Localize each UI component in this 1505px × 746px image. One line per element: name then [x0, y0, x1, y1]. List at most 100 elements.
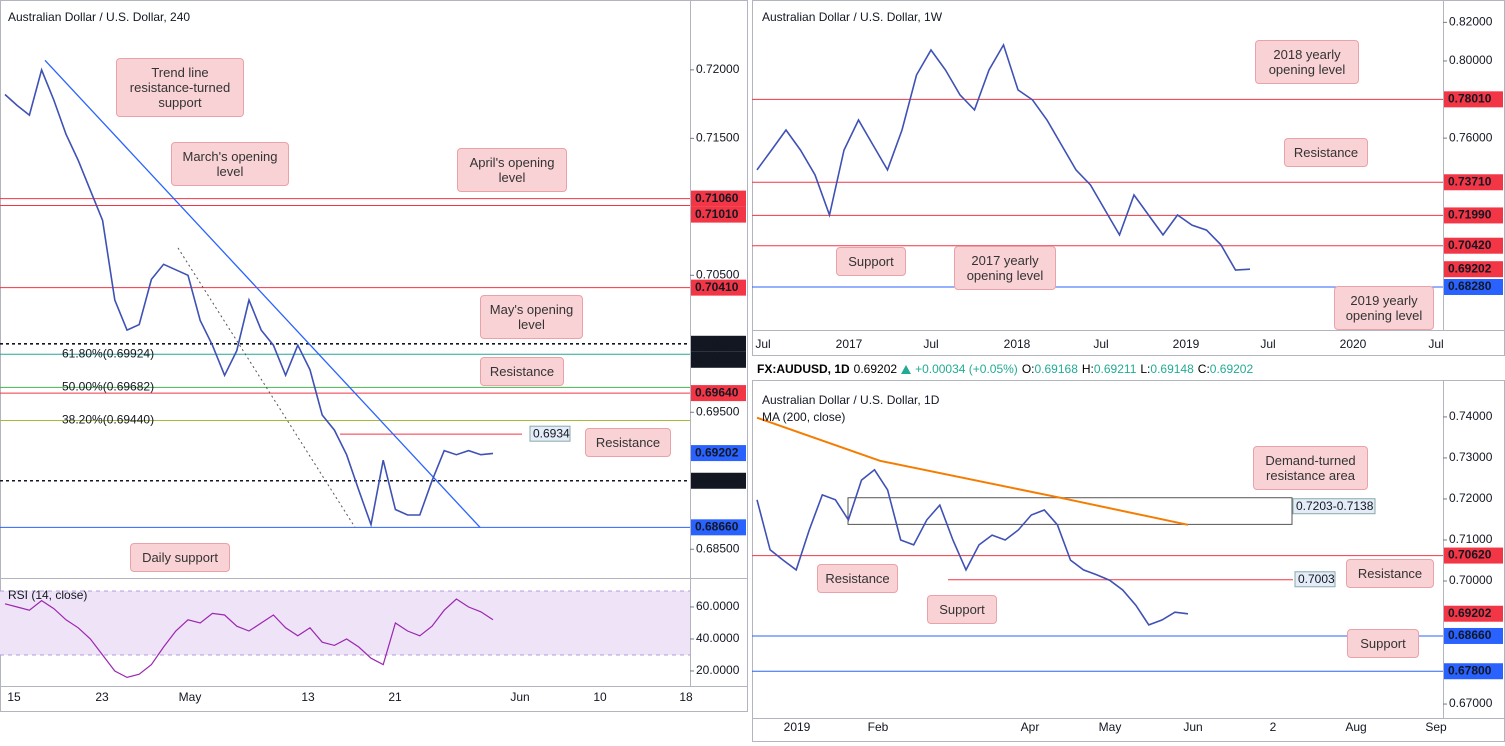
- annotation-text: Daily support: [142, 550, 218, 565]
- y-tick-label: 0.67000: [1449, 696, 1493, 710]
- up-arrow: [901, 365, 912, 374]
- y-tick-label: 0.71500: [696, 131, 740, 145]
- level-label-bg: [691, 190, 746, 207]
- annotation: March's opening level: [171, 142, 289, 186]
- level-label-bg: [1444, 237, 1503, 254]
- x-tick-label: Apr: [1021, 720, 1040, 734]
- segment-label-bg: [529, 425, 571, 442]
- annotation: Support: [836, 247, 906, 276]
- price-line: [4, 67, 494, 528]
- last-price: 0.69202: [853, 362, 898, 376]
- x-tick-label: 2: [1270, 720, 1277, 734]
- level-label: 0.70410: [695, 280, 739, 294]
- annotation-text: Resistance: [489, 364, 555, 379]
- annotation: May's opening level: [480, 295, 583, 339]
- y-tick-label: 0.76000: [1449, 130, 1493, 144]
- x-tick-label: May: [179, 690, 202, 704]
- y-tick-label: 0.69500: [696, 404, 740, 418]
- change: +0.00034 (+0.05%): [915, 362, 1018, 376]
- annotation-text: April's opening level: [469, 155, 555, 185]
- x-tick-label: 2019: [784, 720, 811, 734]
- annotation: Resistance: [585, 428, 671, 457]
- moving-average: [756, 416, 1189, 526]
- x-tick-label: Sep: [1425, 720, 1447, 734]
- level-label-bg: [691, 206, 746, 223]
- x-tick-label: 21: [388, 690, 402, 704]
- x-tick-label: Jul: [1260, 337, 1275, 351]
- y-tick-label: 0.70500: [696, 267, 740, 281]
- level-label-bg: [1444, 278, 1503, 295]
- level-label: 0.71010: [695, 207, 739, 221]
- x-tick-label: 2017: [836, 337, 863, 351]
- ohlc-value: 0.69202: [1209, 362, 1254, 376]
- level-label-bg: [691, 351, 746, 368]
- y-tick-label: 0.80000: [1449, 53, 1493, 67]
- annotation-text: Resistance: [1293, 145, 1359, 160]
- annotation-text: March's opening level: [182, 149, 278, 179]
- zone: [847, 497, 1293, 525]
- annotation-text: 2017 yearly opening level: [966, 253, 1044, 283]
- level-label: 0.71060: [695, 191, 739, 205]
- rsi-title: RSI (14, close): [8, 588, 87, 602]
- y-tick-label: 0.73000: [1449, 450, 1493, 464]
- level-label: 0.70420: [1448, 238, 1492, 252]
- annotation-text: Resistance: [595, 435, 661, 450]
- fib-label: 61.80%(0.69924): [62, 346, 154, 360]
- annotation-text: May's opening level: [489, 302, 574, 332]
- ohlc-value: 0.69148: [1150, 362, 1194, 376]
- symbol-header: FX:AUDUSD, 1D 0.69202 +0.00034 (+0.05%) O:0…: [757, 362, 1257, 376]
- annotation: 2019 yearly opening level: [1334, 286, 1434, 330]
- level-label: 0.78010: [1448, 91, 1492, 105]
- level-label: 0.69202: [695, 445, 739, 459]
- annotation: 2017 yearly opening level: [954, 246, 1056, 290]
- y-tick-label: 0.72000: [1449, 491, 1493, 505]
- y-tick-label: 0.71000: [1449, 532, 1493, 546]
- chart-title: Australian Dollar / U.S. Dollar, 1W: [762, 10, 943, 24]
- annotation-text: 2018 yearly opening level: [1268, 47, 1346, 77]
- level-label: 0.70000: [695, 336, 739, 350]
- level-label-bg: [691, 279, 746, 296]
- level-label-bg: [1444, 627, 1503, 644]
- annotation-text: Support: [848, 254, 894, 269]
- annotation-text: Support: [939, 602, 985, 617]
- level-label: 0.69202: [1448, 261, 1492, 275]
- price-line: [756, 468, 1189, 626]
- annotation: 2018 yearly opening level: [1255, 40, 1359, 84]
- level-label: 0.70620: [1448, 548, 1492, 562]
- x-tick-label: 2018: [1004, 337, 1031, 351]
- annotation: Daily support: [130, 543, 230, 572]
- x-tick-label: 2020: [1340, 337, 1367, 351]
- x-tick-label: Jun: [510, 690, 529, 704]
- ohlc-value: 0.69168: [1034, 362, 1078, 376]
- fib-label: 50.00%(0.69682): [62, 380, 154, 394]
- x-tick-label: 13: [301, 690, 315, 704]
- x-tick-label: 23: [95, 690, 109, 704]
- ohlc-label: O:: [1021, 362, 1035, 376]
- annotation: April's opening level: [457, 148, 567, 192]
- level-label: 0.67800: [1448, 663, 1492, 677]
- level-label: 0.68660: [1448, 628, 1492, 642]
- annotation: Resistance: [480, 357, 564, 386]
- x-tick-label: 15: [7, 690, 21, 704]
- x-tick-label: 2019: [1173, 337, 1200, 351]
- price-line: [756, 42, 1251, 271]
- rsi-band: [0, 590, 690, 655]
- x-tick-label: Jul: [923, 337, 938, 351]
- annotation-text: Trend line resistance-turned support: [129, 65, 231, 110]
- x-tick-label: 10: [593, 690, 607, 704]
- level-label-bg: [691, 445, 746, 462]
- ohlc-label: H:: [1081, 362, 1094, 376]
- chart-title: Australian Dollar / U.S. Dollar, 240: [8, 10, 190, 24]
- level-label-bg: [691, 519, 746, 536]
- level-label-bg: [1444, 174, 1503, 191]
- x-tick-label: 18: [679, 690, 693, 704]
- annotation: Trend line resistance-turned support: [116, 58, 244, 117]
- trend-line: [177, 247, 356, 528]
- x-tick-label: Jun: [1183, 720, 1202, 734]
- x-tick-label: Jul: [1093, 337, 1108, 351]
- rsi-line: [4, 598, 494, 679]
- zone-label-bg: [1292, 498, 1376, 515]
- rsi-y-tick-label: 40.0000: [696, 631, 740, 645]
- ohlc-value: 0.69211: [1093, 362, 1137, 376]
